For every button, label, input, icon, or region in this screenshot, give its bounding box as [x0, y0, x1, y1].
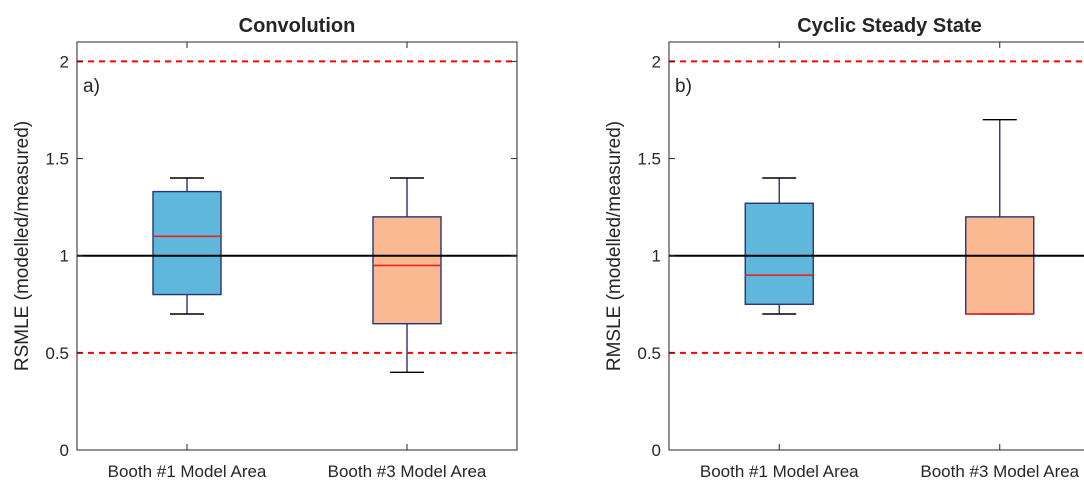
y-tick-label: 1 [652, 247, 661, 266]
plot-area [77, 60, 517, 373]
y-axis-label: RMSLE (modelled/measured) [604, 121, 625, 371]
y-tick-label: 1.5 [637, 150, 661, 169]
axes-frame [76, 41, 518, 451]
y-tick-label: 0 [60, 441, 69, 460]
y-tick-label: 1.5 [45, 150, 69, 169]
box-2 [965, 119, 1035, 315]
x-tick-label: Booth #3 Model Area [920, 462, 1079, 481]
box-body [744, 202, 814, 305]
box-1 [152, 177, 222, 315]
box-body [372, 216, 442, 325]
box-body [152, 190, 222, 296]
x-tick-label: Booth #3 Model Area [328, 462, 487, 481]
y-tick-label: 0.5 [45, 344, 69, 363]
panel-label: a) [83, 76, 100, 97]
y-axis-label: RSMLE (modelled/measured) [12, 121, 33, 371]
chart-panel-2: 0 0.5 1 1.5 2 Booth #1 Model Area Booth #3 Mod… [604, 15, 1084, 481]
axes-frame [668, 41, 1084, 451]
chart-title: Cyclic Steady State [797, 15, 982, 37]
box-2 [372, 177, 442, 373]
x-tick-label: Booth #1 Model Area [700, 462, 859, 481]
y-tick-label: 0.5 [637, 344, 661, 363]
y-tick-label: 2 [652, 52, 661, 71]
box-1 [744, 177, 814, 315]
chart-panel-1: 0 0.5 1 1.5 2 Booth #1 Model Area Booth #3 Mod… [12, 15, 518, 481]
y-tick-label: 2 [60, 52, 69, 71]
y-tick-label: 1 [60, 247, 69, 266]
box-body [965, 216, 1035, 315]
y-tick-label: 0 [652, 441, 661, 460]
x-tick-label: Booth #1 Model Area [108, 462, 267, 481]
plot-area [669, 60, 1084, 354]
chart-title: Convolution [239, 15, 356, 37]
panel-label: b) [675, 76, 692, 97]
